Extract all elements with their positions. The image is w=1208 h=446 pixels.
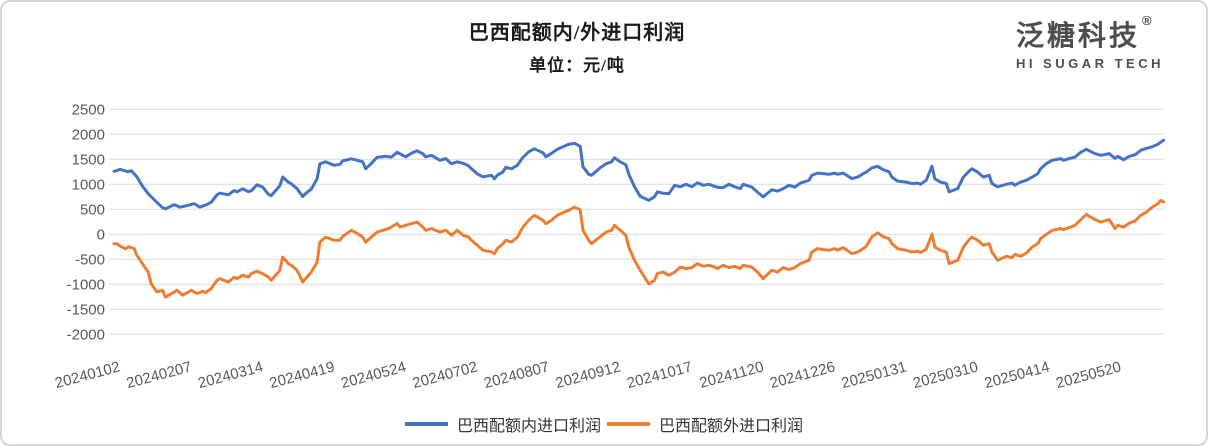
y-axis-tick-label: 2000 [72,126,105,143]
logo-chinese-name: 泛糖科技 [1015,20,1140,51]
x-axis-tick-label: 20241017 [625,358,694,392]
legend-label-in-quota: 巴西配额内进口利润 [456,418,601,435]
x-axis-tick-label: 20240102 [53,358,122,392]
series-line-in-quota [112,138,1166,211]
y-axis-tick-label: -2000 [67,326,105,343]
x-axis-tick-label: 20240912 [554,358,623,392]
x-axis-tick-label: 20240702 [411,358,480,392]
y-axis-tick-label: 500 [80,201,105,218]
legend-item-in-quota: 巴西配额内进口利润 [404,412,601,436]
x-axis-tick-label: 20240807 [482,358,551,392]
x-axis-tick-label: 20240419 [268,358,337,392]
y-axis-tick-label: -500 [75,251,105,268]
y-axis-tick-label: 2500 [72,101,105,118]
x-axis-tick-label: 20240314 [196,358,265,392]
x-axis-tick-label: 20240207 [125,358,194,392]
x-axis-tick-label: 20250414 [983,358,1052,392]
hi-sugar-tech-logo: 泛糖科技 ® HI SUGAR TECH [1015,14,1164,71]
y-axis-tick-label: -1500 [67,301,105,318]
y-axis-tick-label: 0 [97,226,105,243]
legend-line-swatch-blue [404,422,448,426]
x-axis-tick-label: 20241226 [768,358,837,392]
legend-item-out-quota: 巴西配额外进口利润 [607,412,803,436]
x-axis-tick-label: 20240524 [339,358,408,392]
y-axis-tick-label: 1500 [72,151,105,168]
x-axis-tick-label: 20250131 [840,358,909,392]
logo-english-name: HI SUGAR TECH [1015,56,1164,71]
legend-label-out-quota: 巴西配额外进口利润 [659,418,804,435]
legend-line-swatch-orange [607,422,650,426]
x-axis-tick-label: 20250310 [911,358,980,392]
x-axis-tick-label: 20241120 [698,358,766,391]
y-axis-tick-label: 1000 [72,176,105,193]
x-axis-tick-label: 20250520 [1054,358,1123,392]
chart-legend: 巴西配额内进口利润 巴西配额外进口利润 [2,412,1206,436]
registered-trademark-icon: ® [1141,13,1152,28]
series-line-out-quota [112,198,1166,299]
y-axis-tick-label: -1000 [67,276,105,293]
